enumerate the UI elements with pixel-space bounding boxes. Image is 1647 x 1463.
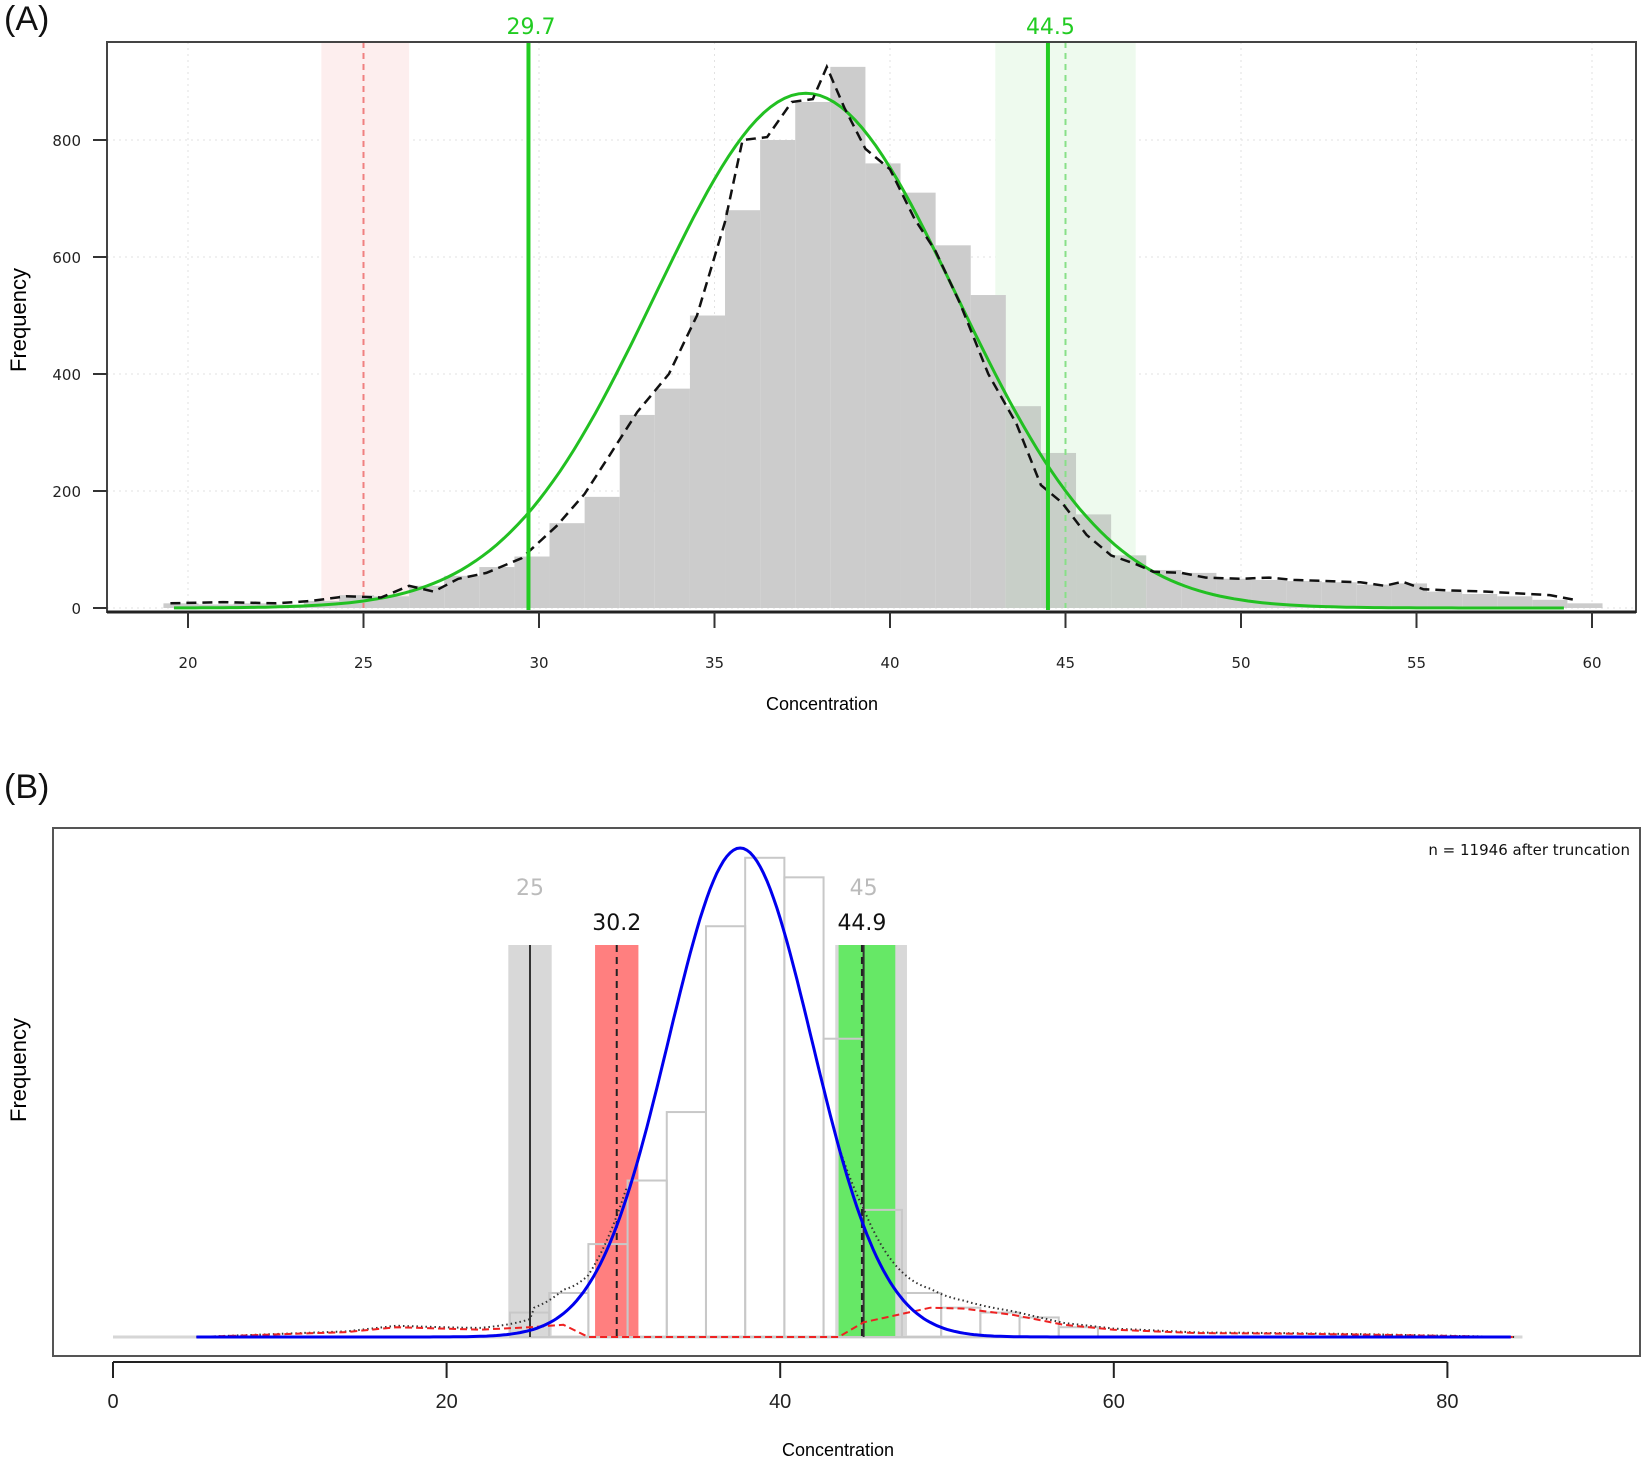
x-tick-label: 60 (1582, 654, 1601, 672)
reference-label: 44.9 (837, 911, 886, 936)
x-tick-label: 40 (880, 654, 899, 672)
histogram-bar (689, 315, 726, 608)
histogram-bar (444, 575, 480, 608)
reference-label: 45 (850, 876, 878, 901)
residual-density-curve (196, 1306, 1515, 1338)
x-tick-label: 20 (178, 654, 197, 672)
x-tick-label: 30 (529, 654, 548, 672)
chart-b: 25 45 30.2 44.9 n = 11946 after truncation 0 2… (6, 827, 1641, 1460)
histogram-bar (979, 1311, 1021, 1339)
x-tick-label: 55 (1407, 654, 1426, 672)
x-tick-label: 60 (1103, 1391, 1125, 1413)
histogram-bar (619, 414, 655, 608)
normal-fit-curve (196, 846, 1511, 1339)
x-tick-label: 25 (354, 654, 373, 672)
plot-frame (52, 827, 1641, 1357)
sample-size-annotation: n = 11946 after truncation (1428, 841, 1630, 859)
histogram-bar (548, 1291, 590, 1338)
histogram-bar (1497, 596, 1533, 608)
cutoff-label: 44.5 (1026, 15, 1075, 40)
x-tick-label: 0 (107, 1391, 118, 1413)
histogram-bar (584, 496, 620, 608)
histogram-bar (704, 925, 747, 1338)
histogram-bar (1286, 581, 1322, 608)
histogram-bar (1321, 582, 1357, 608)
histogram-bar (1391, 583, 1428, 608)
histogram-bar (783, 876, 825, 1339)
histogram-bar (900, 1291, 943, 1338)
histogram-bar (1532, 599, 1568, 608)
normal-fit-curve (174, 91, 1564, 610)
histogram-bar (163, 603, 199, 608)
histogram-bar (233, 603, 269, 608)
cutoff-label: 29.7 (506, 15, 555, 40)
histogram-bar (514, 556, 550, 608)
histogram-bar (409, 585, 445, 608)
histogram-bar (900, 192, 936, 608)
histogram-bar (744, 856, 786, 1339)
histogram-bar (935, 245, 971, 609)
histogram-bar (549, 523, 585, 608)
y-axis-title: Frequency (6, 1018, 31, 1122)
panel-label-b: (B) (4, 768, 50, 806)
y-tick-label: 600 (52, 249, 81, 267)
shaded-band (321, 42, 410, 608)
y-tick-label: 400 (52, 366, 81, 384)
reference-label: 25 (516, 876, 544, 901)
overall-density-curve (196, 847, 1515, 1338)
x-tick-label: 50 (1231, 654, 1250, 672)
shaded-band (838, 945, 896, 1337)
histogram-bar (1462, 593, 1498, 608)
x-tick-label: 20 (435, 1391, 457, 1413)
x-tick-label: 35 (705, 654, 724, 672)
reference-label: 30.2 (592, 911, 641, 936)
panel-label-a: (A) (4, 0, 50, 38)
histogram-bar (795, 101, 831, 608)
y-axis-title: Frequency (6, 268, 31, 372)
histogram-bar (654, 388, 690, 608)
histogram-bar (830, 66, 866, 608)
histogram-bar (665, 1111, 707, 1339)
y-tick-label: 800 (52, 132, 81, 150)
chart-a: 29.7 44.520 25 30 35 40 45 50 55 600200400600800C… (6, 15, 1637, 714)
y-tick-label: 0 (71, 600, 81, 618)
histogram-bar (760, 140, 796, 608)
histogram-bar (1567, 603, 1603, 608)
histogram-bar (198, 604, 234, 608)
x-axis-title: Concentration (766, 694, 878, 714)
x-axis-title: Concentration (782, 1440, 894, 1460)
histogram-bar (1356, 584, 1392, 608)
histogram-bar (1076, 514, 1112, 608)
histogram-bar (1427, 591, 1463, 608)
histogram-bar (725, 210, 761, 608)
x-tick-label: 40 (769, 1391, 791, 1413)
histogram-bar (374, 596, 410, 608)
density-curve (170, 63, 1575, 605)
x-tick-label: 80 (1436, 1391, 1458, 1413)
histogram-bar (1216, 578, 1252, 608)
histogram-bar (1005, 406, 1041, 608)
y-tick-label: 200 (52, 483, 81, 501)
x-tick-label: 45 (1056, 654, 1075, 672)
histogram-bar (865, 163, 901, 608)
